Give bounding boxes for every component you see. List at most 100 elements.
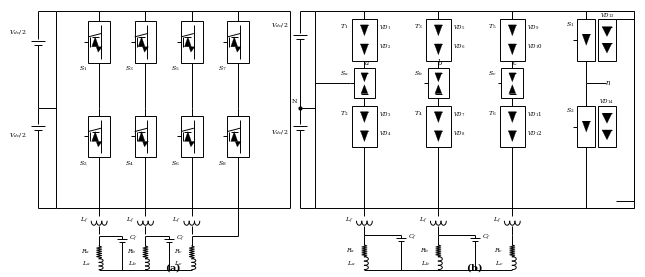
Text: $S_1$: $S_1$ (566, 20, 575, 29)
Text: $L_b$: $L_b$ (128, 259, 137, 268)
Bar (598, 106, 616, 147)
Text: $VD_2$: $VD_2$ (379, 42, 392, 51)
Text: $C_f$: $C_f$ (175, 234, 184, 244)
Text: $VD_3$: $VD_3$ (379, 110, 392, 119)
Text: $T_5$: $T_5$ (488, 23, 497, 32)
Polygon shape (361, 85, 368, 94)
Polygon shape (361, 44, 368, 55)
Polygon shape (235, 142, 241, 147)
Text: $L_f$: $L_f$ (493, 216, 501, 226)
Bar (426, 106, 452, 147)
Bar (181, 116, 203, 157)
Text: $VD_1$: $VD_1$ (379, 23, 392, 32)
Text: $\mathbf{(b)}$: $\mathbf{(b)}$ (466, 261, 483, 274)
Bar (88, 116, 110, 157)
Bar (577, 106, 595, 147)
Text: $S_c$: $S_c$ (488, 69, 497, 78)
Text: $L_a$: $L_a$ (347, 259, 355, 268)
Text: $S_8$: $S_8$ (217, 159, 226, 168)
Polygon shape (96, 47, 102, 52)
Polygon shape (508, 131, 516, 142)
Text: $V_{dc}/2$: $V_{dc}/2$ (9, 29, 26, 37)
Text: N: N (292, 99, 297, 104)
Polygon shape (435, 85, 442, 94)
Polygon shape (602, 27, 612, 37)
Text: $C_f$: $C_f$ (482, 233, 491, 243)
Text: $C_f$: $C_f$ (408, 233, 417, 243)
Text: $V_{dc}/2$: $V_{dc}/2$ (9, 131, 26, 140)
Text: $VD_4$: $VD_4$ (379, 129, 392, 138)
Text: $L_a$: $L_a$ (82, 259, 90, 268)
Polygon shape (602, 113, 612, 123)
Polygon shape (508, 25, 516, 36)
Bar (499, 106, 525, 147)
Text: $VD_12$: $VD_12$ (527, 129, 543, 138)
Polygon shape (189, 142, 195, 147)
Text: c: c (512, 58, 516, 66)
Text: $VD_7$: $VD_7$ (453, 110, 466, 119)
Polygon shape (143, 47, 148, 52)
Text: $S_a$: $S_a$ (340, 69, 349, 78)
Polygon shape (361, 73, 368, 82)
Text: $L_c$: $L_c$ (174, 259, 183, 268)
Text: $L_c$: $L_c$ (495, 259, 504, 268)
Bar (135, 116, 156, 157)
Text: $T_3$: $T_3$ (414, 23, 422, 32)
Polygon shape (231, 132, 238, 142)
Text: $VD_5$: $VD_5$ (453, 23, 466, 32)
Text: $R_a$: $R_a$ (346, 247, 355, 255)
Bar (501, 68, 523, 98)
Polygon shape (361, 112, 368, 122)
Text: $V_{dc}/2$: $V_{dc}/2$ (271, 128, 288, 137)
Bar (227, 21, 249, 63)
Bar (352, 19, 377, 61)
Bar (227, 116, 249, 157)
Text: $S_5$: $S_5$ (172, 64, 180, 73)
Text: $L_f$: $L_f$ (172, 216, 181, 226)
Text: $S_4$: $S_4$ (125, 159, 134, 168)
Text: $C_f$: $C_f$ (129, 234, 138, 244)
Polygon shape (508, 44, 516, 55)
Bar (181, 21, 203, 63)
Bar (577, 19, 595, 61)
Bar (499, 19, 525, 61)
Polygon shape (138, 132, 145, 142)
Polygon shape (189, 47, 195, 52)
Bar (352, 106, 377, 147)
Polygon shape (361, 25, 368, 36)
Polygon shape (138, 37, 145, 47)
Text: $R_a$: $R_a$ (81, 247, 90, 256)
Bar (88, 21, 110, 63)
Bar (135, 21, 156, 63)
Text: $S_2$: $S_2$ (79, 159, 87, 168)
Text: $S_1$: $S_1$ (79, 64, 87, 73)
Text: $L_f$: $L_f$ (345, 216, 353, 226)
Bar (426, 19, 452, 61)
Polygon shape (184, 37, 192, 47)
Polygon shape (184, 132, 192, 142)
Text: $T_4$: $T_4$ (414, 109, 422, 118)
Text: $S_2$: $S_2$ (566, 106, 575, 115)
Text: $R_c$: $R_c$ (174, 247, 183, 256)
Polygon shape (96, 142, 102, 147)
Text: $T_6$: $T_6$ (488, 109, 497, 118)
Text: $T_1$: $T_1$ (341, 23, 349, 32)
Text: $VD_{13}$: $VD_{13}$ (599, 11, 615, 20)
Polygon shape (582, 121, 590, 132)
Text: $L_b$: $L_b$ (421, 259, 430, 268)
Bar (598, 19, 616, 61)
Polygon shape (509, 85, 516, 94)
Bar (353, 68, 375, 98)
Polygon shape (92, 37, 99, 47)
Text: $VD_{14}$: $VD_{14}$ (599, 98, 615, 106)
Polygon shape (435, 25, 442, 36)
Polygon shape (602, 130, 612, 140)
Polygon shape (143, 142, 148, 147)
Polygon shape (435, 131, 442, 142)
Text: $VD_9$: $VD_9$ (527, 23, 540, 32)
Text: n: n (606, 79, 611, 87)
Text: $S_3$: $S_3$ (125, 64, 134, 73)
Polygon shape (435, 112, 442, 122)
Polygon shape (582, 34, 590, 45)
Text: $S_b$: $S_b$ (414, 69, 422, 78)
